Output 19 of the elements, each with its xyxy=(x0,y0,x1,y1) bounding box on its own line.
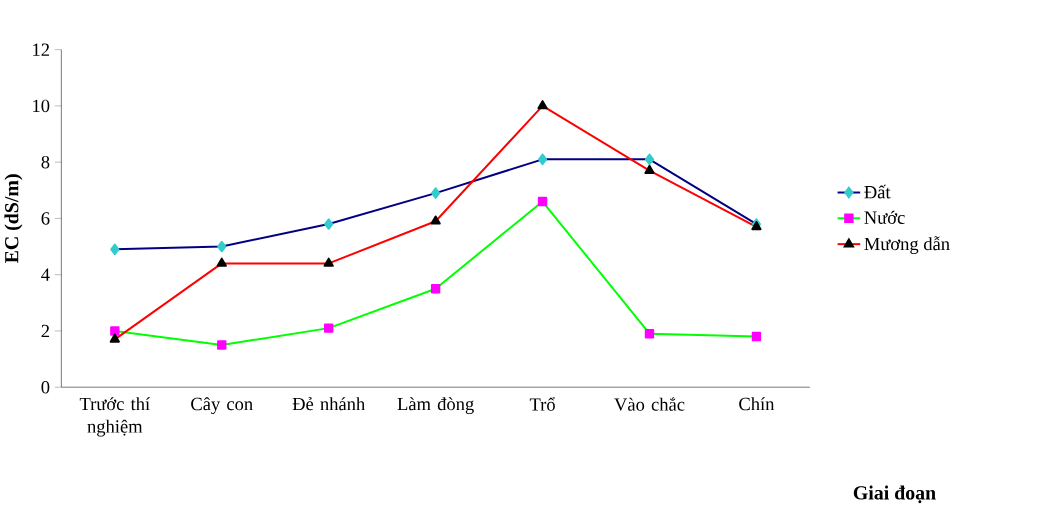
legend-label: Nước xyxy=(864,210,905,224)
x-tick-label: Trước thí nghiệm xyxy=(79,397,150,437)
x-tick-label: Vào chắc xyxy=(614,396,685,411)
legend-label: Mương dẫn xyxy=(864,236,950,254)
x-tick-label: Làm đòng xyxy=(397,397,474,414)
y-tick-label: 10 xyxy=(33,99,50,112)
x-tick-label: Đẻ nhánh xyxy=(292,397,365,411)
y-tick-label: 6 xyxy=(41,212,50,225)
y-tick-label: 12 xyxy=(33,43,50,56)
legend-label: Đất xyxy=(864,184,891,199)
x-tick-label: Cây con xyxy=(191,397,253,414)
y-tick-label: 2 xyxy=(41,324,50,337)
y-axis-title: EC (dS/m) xyxy=(4,174,23,263)
y-tick-label: 8 xyxy=(41,155,50,169)
x-tick-label: Chín xyxy=(739,397,775,411)
y-tick-label: 0 xyxy=(41,380,50,394)
x-tick-label: Trổ xyxy=(529,397,555,411)
x-axis-title: Giai đoạn xyxy=(853,485,936,504)
y-tick-label: 4 xyxy=(41,268,50,281)
